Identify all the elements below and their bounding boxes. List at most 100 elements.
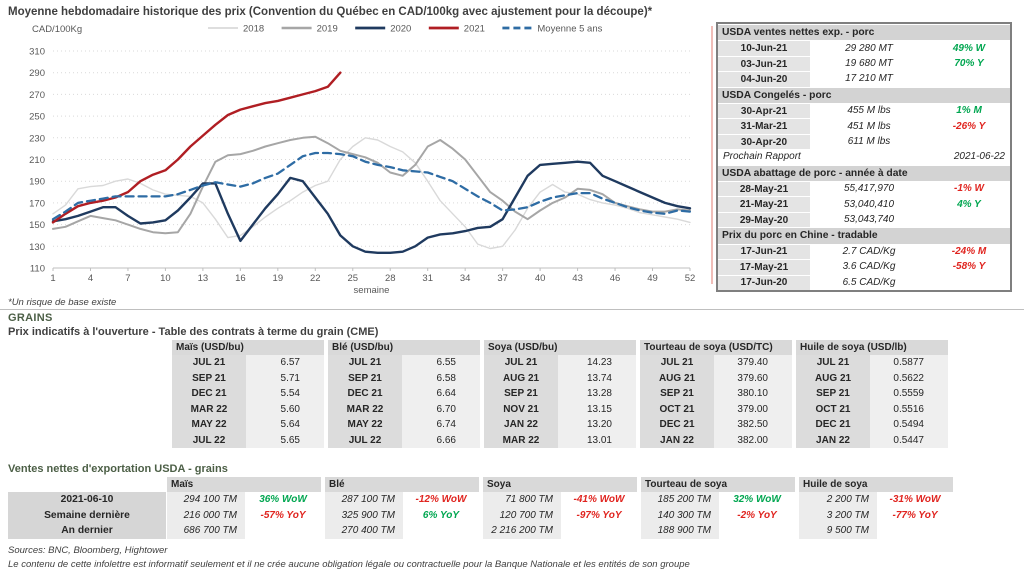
futures-row: AUG 21 13.74 (484, 370, 636, 386)
exports-change-cell: -57% YoY (260, 509, 306, 521)
panel-row: 28-May-21 55,417,970 -1% W (718, 181, 1010, 197)
exports-group: Blé 287 100 TM -12% WoW 325 900 TM 6% YoY 270… (325, 477, 479, 539)
exports-change-cell (877, 523, 953, 539)
panel-change-cell: -24% M (951, 245, 987, 257)
futures-group: Maïs (USD/bu) JUL 21 6.57 SEP 21 5.71 DEC 21 5… (172, 340, 324, 448)
panel-change-cell: 1% M (956, 105, 982, 117)
panel-date-cell: 30-Apr-20 (718, 133, 810, 150)
series-line-moyenne-5-ans (51, 151, 692, 221)
panel-change-cell: 70% Y (954, 58, 984, 70)
y-tick-label: 150 (29, 220, 45, 231)
futures-price-cell: 13.74 (558, 370, 636, 386)
futures-price-cell: 0.5447 (870, 432, 948, 448)
legend-label: 2021 (464, 24, 485, 35)
exports-value-cell: 294 100 TM (167, 492, 245, 508)
futures-price-cell: 382.50 (714, 417, 792, 433)
next-report-label: Prochain Rapport (723, 151, 801, 163)
exports-commodity-header: Blé (325, 477, 479, 492)
futures-row: MAR 22 13.01 (484, 432, 636, 448)
x-tick-label: 52 (685, 273, 696, 284)
panel-row: 03-Jun-21 19 680 MT 70% Y (718, 55, 1010, 72)
y-tick-label: 210 (29, 155, 45, 166)
panel-date-cell: 17-May-21 (718, 259, 810, 275)
panel-change-cell: 4% Y (957, 198, 981, 210)
exports-row: 287 100 TM -12% WoW (325, 492, 479, 508)
futures-price-cell: 6.57 (246, 355, 324, 371)
exports-change-cell: -2% YoY (737, 509, 777, 521)
x-tick-label: 13 (198, 273, 209, 284)
exports-value-cell: 686 700 TM (167, 523, 245, 539)
exports-row: 185 200 TM 32% WoW (641, 492, 795, 508)
futures-price-cell: 0.5494 (870, 417, 948, 433)
exports-value-cell: 71 800 TM (483, 492, 561, 508)
panel-date-cell: 28-May-21 (718, 181, 810, 197)
exports-value-cell: 185 200 TM (641, 492, 719, 508)
futures-price-cell: 14.23 (558, 355, 636, 371)
exports-change-cell: 6% YoY (422, 509, 460, 521)
exports-change-cell: -31% WoW (889, 494, 941, 505)
panel-date-cell: 30-Apr-21 (718, 103, 810, 119)
exports-row-label: An dernier (8, 523, 166, 539)
futures-table: Maïs (USD/bu) JUL 21 6.57 SEP 21 5.71 DEC 21 5… (172, 340, 952, 448)
exports-section-heading: Ventes nettes d'exportation USDA - grain… (8, 463, 228, 475)
x-tick-label: 43 (572, 273, 583, 284)
futures-row: SEP 21 13.28 (484, 386, 636, 402)
futures-contract-cell: JUL 21 (484, 355, 558, 371)
exports-row: 120 700 TM -97% YoY (483, 507, 637, 523)
futures-contract-cell: MAY 22 (328, 417, 402, 433)
futures-price-cell: 379.00 (714, 401, 792, 417)
panel-change-cell (928, 275, 1010, 290)
futures-price-cell: 5.65 (246, 432, 324, 448)
series-line-2019 (52, 135, 691, 235)
panel-change-cell: -26% Y (952, 120, 986, 132)
futures-row: JUL 22 6.66 (328, 432, 480, 448)
exports-row: 686 700 TM (167, 523, 321, 539)
futures-row: DEC 21 6.64 (328, 386, 480, 402)
panel-value-cell: 29 280 MT (845, 42, 893, 54)
panel-date-cell: 10-Jun-21 (718, 40, 810, 56)
futures-contract-cell: DEC 21 (640, 417, 714, 433)
futures-price-cell: 6.64 (402, 386, 480, 402)
futures-row: DEC 21 5.54 (172, 386, 324, 402)
futures-price-cell: 6.55 (402, 355, 480, 371)
legend-label: 2018 (243, 24, 264, 35)
sources-line: Sources: BNC, Bloomberg, Hightower (8, 545, 168, 556)
exports-value-cell: 140 300 TM (641, 507, 719, 523)
futures-contract-cell: MAR 22 (172, 401, 246, 417)
futures-price-cell: 13.01 (558, 432, 636, 448)
series-line-2020 (51, 160, 692, 255)
futures-contract-cell: SEP 21 (640, 386, 714, 402)
x-tick-label: 25 (347, 273, 358, 284)
exports-group: Huile de soya 2 200 TM -31% WoW 3 200 TM -77… (799, 477, 953, 539)
futures-price-cell: 380.10 (714, 386, 792, 402)
futures-row: JUL 21 0.5877 (796, 355, 948, 371)
futures-price-cell: 6.58 (402, 370, 480, 386)
exports-change-cell: -41% WoW (573, 494, 625, 505)
futures-group: Blé (USD/bu) JUL 21 6.55 SEP 21 6.58 DEC 21 6.… (328, 340, 480, 448)
chart-title: Moyenne hebdomadaire historique des prix… (8, 6, 653, 18)
y-tick-label: 130 (29, 242, 45, 253)
futures-contract-cell: SEP 21 (484, 386, 558, 402)
x-tick-label: 37 (497, 273, 508, 284)
exports-group: Tourteau de soya 185 200 TM 32% WoW 140 300… (641, 477, 795, 539)
y-tick-label: 310 (29, 47, 45, 58)
futures-contract-cell: NOV 21 (484, 401, 558, 417)
futures-contract-cell: DEC 21 (796, 417, 870, 433)
futures-contract-cell: JUL 21 (172, 355, 246, 371)
legend-label: Moyenne 5 ans (537, 24, 602, 35)
futures-row: DEC 21 0.5494 (796, 417, 948, 433)
panel-value-cell: 17 210 MT (845, 73, 893, 85)
futures-row: JUL 21 14.23 (484, 355, 636, 371)
panel-section-title: Prix du porc en Chine - tradable (718, 227, 1010, 244)
panel-value-cell: 611 M lbs (847, 136, 891, 148)
y-tick-label: 190 (29, 177, 45, 188)
exports-row: 216 000 TM -57% YoY (167, 507, 321, 523)
series-line-2018 (52, 137, 691, 250)
futures-row: JUL 21 6.55 (328, 355, 480, 371)
exports-row: 2 216 200 TM (483, 523, 637, 539)
futures-commodity-header: Tourteau de soya (USD/TC) (640, 340, 792, 355)
legend-label: 2020 (390, 24, 411, 35)
panel-date-cell: 21-May-21 (718, 196, 810, 212)
exports-value-cell: 188 900 TM (641, 523, 719, 539)
exports-row: 325 900 TM 6% YoY (325, 507, 479, 523)
